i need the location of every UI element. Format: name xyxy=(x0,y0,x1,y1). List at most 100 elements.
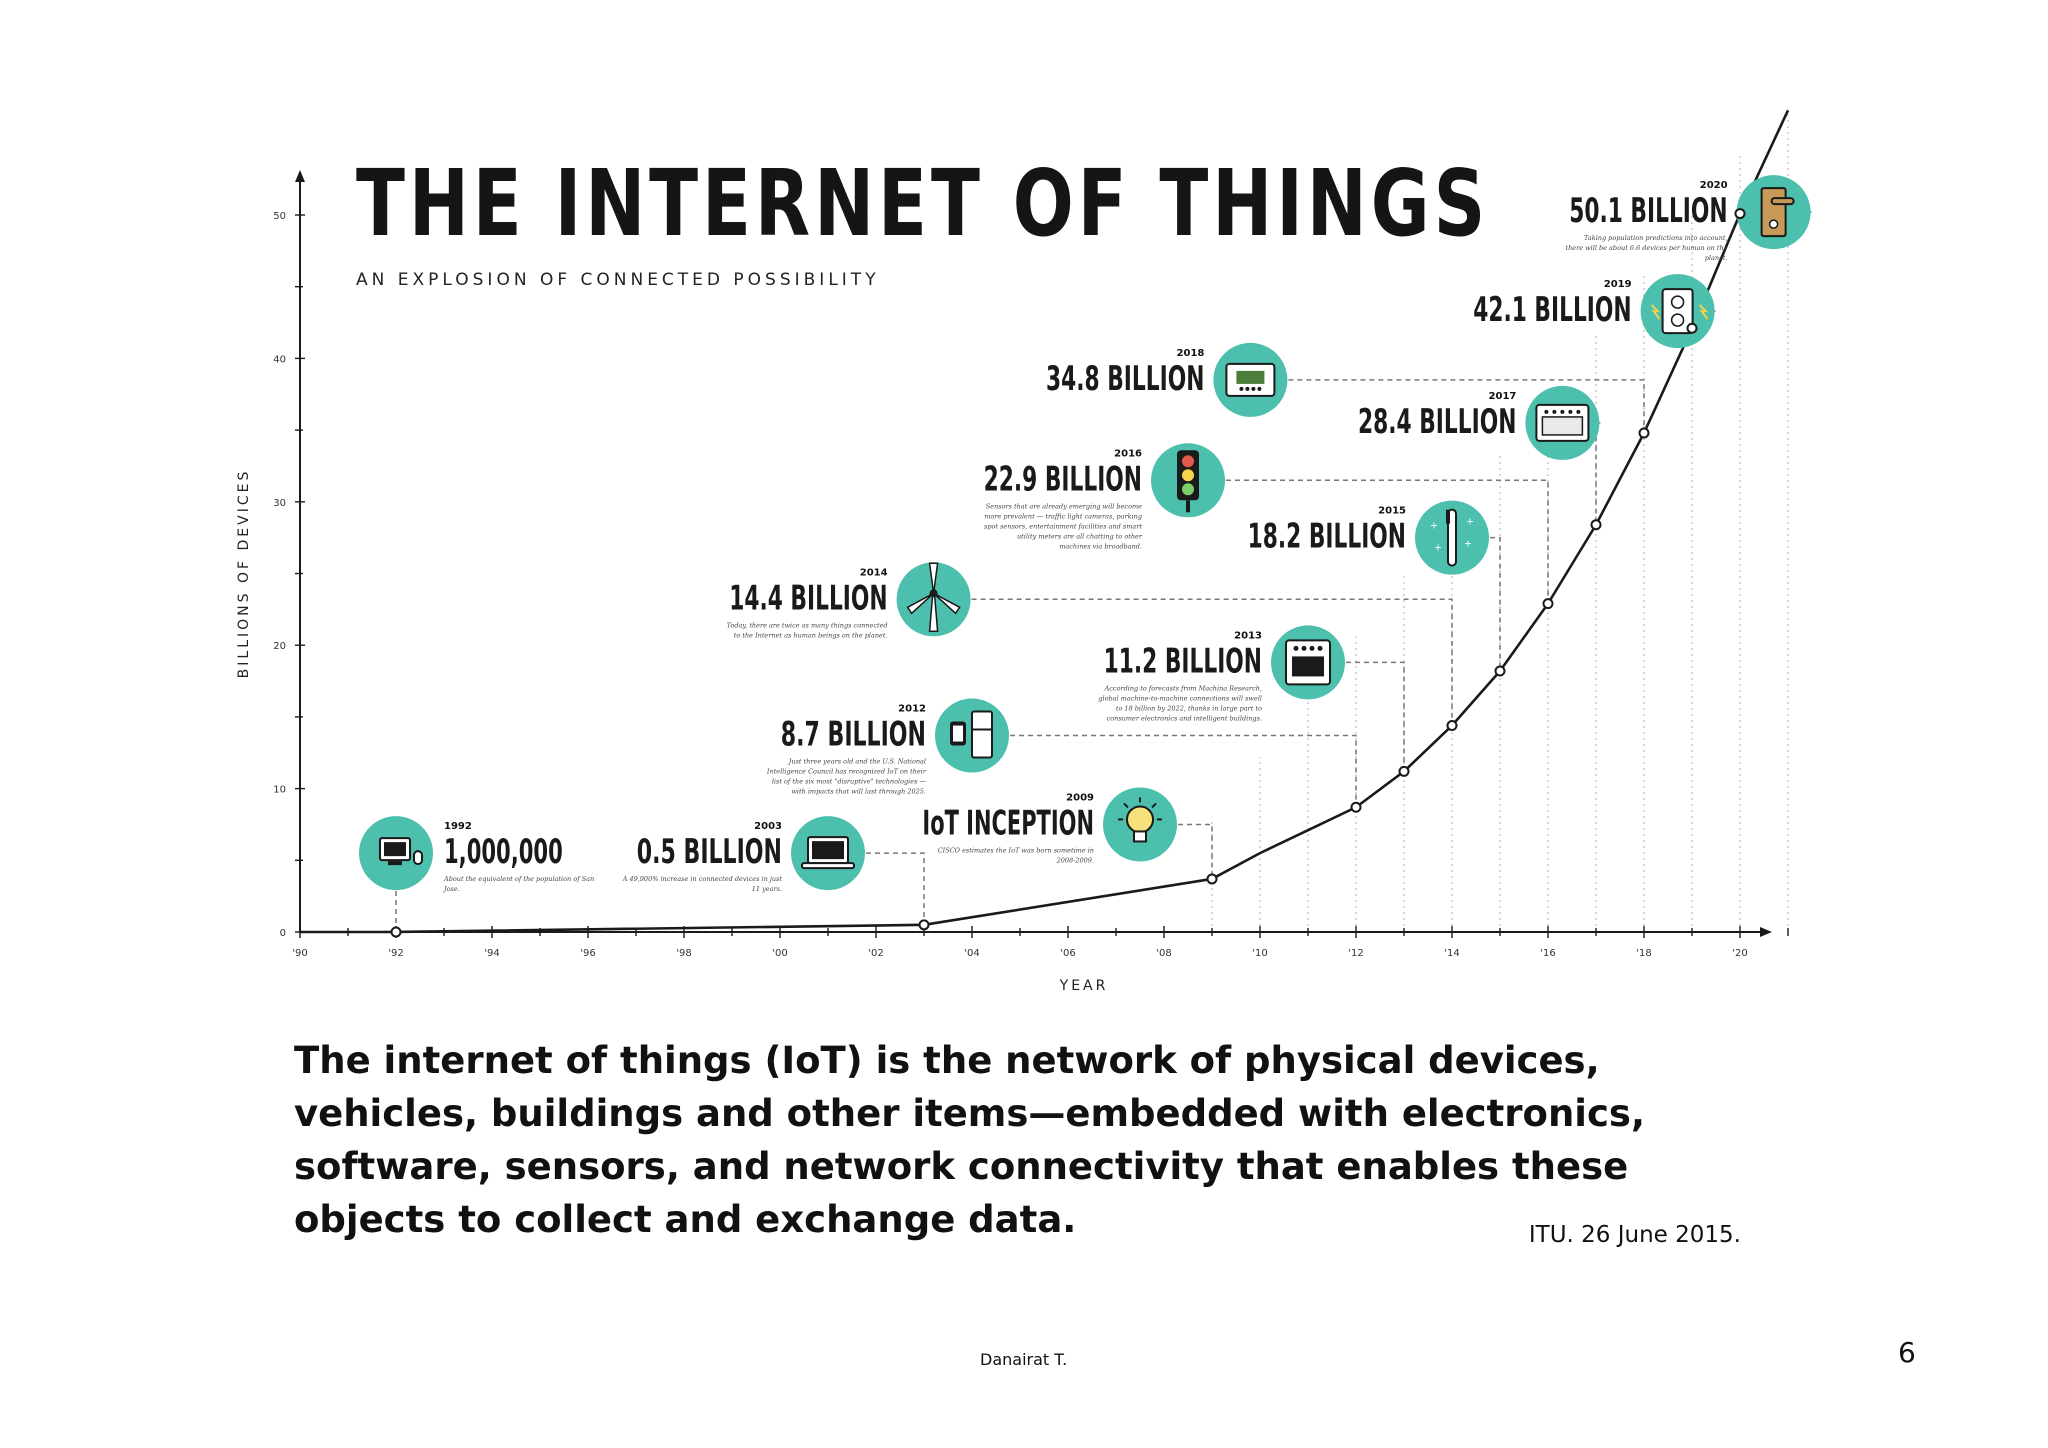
data-point xyxy=(1398,765,1410,777)
y-axis-label: BILLIONS OF DEVICES xyxy=(236,469,252,679)
leader-line xyxy=(1288,379,1645,433)
annotation-value: 8.7 BILLION xyxy=(781,715,926,755)
author-footer: Danairat T. xyxy=(980,1350,1068,1369)
oven-icon xyxy=(1271,625,1345,700)
y-tick-label: 30 xyxy=(273,498,286,509)
annotation-value: 11.2 BILLION xyxy=(1104,641,1262,681)
annotation-note: machines via broadband. xyxy=(1059,542,1142,550)
annotation-year: 2020 xyxy=(1700,180,1728,191)
laptop-icon xyxy=(791,816,865,891)
data-point xyxy=(1686,322,1698,334)
data-point xyxy=(390,926,402,938)
data-point xyxy=(1206,873,1218,885)
annotation-value: 50.1 BILLION xyxy=(1569,191,1727,231)
annotation-note: According to forecasts from Machina Rese… xyxy=(1104,684,1262,692)
leader-line xyxy=(1346,661,1405,772)
page-number: 6 xyxy=(1898,1336,1916,1369)
x-tick-label: '96 xyxy=(580,948,595,959)
x-tick-label: '90 xyxy=(292,948,307,959)
annotation-year: 2009 xyxy=(1066,792,1094,803)
x-tick-label: '02 xyxy=(868,948,883,959)
annotation-note: CISCO estimates the IoT was born sometim… xyxy=(938,846,1094,854)
x-tick-label: '00 xyxy=(772,948,787,959)
computer-icon xyxy=(359,816,433,891)
x-axis-label: YEAR xyxy=(1059,978,1109,994)
annotation-year: 2016 xyxy=(1114,448,1142,459)
annotation-note: Sensors that are already emerging will b… xyxy=(986,502,1142,510)
thermostat-icon xyxy=(1213,342,1288,417)
annotation-value: 1,000,000 xyxy=(444,832,563,872)
power-outlet-icon xyxy=(1640,274,1715,349)
x-tick-label: '08 xyxy=(1156,948,1171,959)
leader-line xyxy=(1595,422,1601,525)
annotation-note: to the Internet as human beings on the p… xyxy=(734,631,888,639)
annotation-note: Just three years old and the U.S. Nation… xyxy=(787,758,926,766)
watch-fridge-icon xyxy=(935,698,1009,773)
annotation-year: 2014 xyxy=(860,567,888,578)
annotation-year: 2019 xyxy=(1604,279,1632,290)
annotation-note: Jose. xyxy=(442,885,460,893)
annotation-note: there will be about 6.6 devices per huma… xyxy=(1565,244,1727,252)
annotation-note: A 49,900% increase in connected devices … xyxy=(622,875,783,883)
y-tick-label: 10 xyxy=(273,785,286,796)
data-point xyxy=(1494,665,1506,677)
iot-definition-caption: The internet of things (IoT) is the netw… xyxy=(294,1039,1646,1241)
x-tick-label: '94 xyxy=(484,948,499,959)
y-tick-label: 0 xyxy=(280,928,286,939)
annotation-note: Intelligence Council has recognized IoT … xyxy=(766,768,927,776)
x-tick-label: '20 xyxy=(1732,948,1747,959)
annotation-year: 2013 xyxy=(1234,630,1262,641)
x-tick-label: '06 xyxy=(1060,948,1075,959)
x-tick-label: '98 xyxy=(676,948,691,959)
svg-text:+: + xyxy=(1434,541,1441,555)
y-tick-label: 50 xyxy=(273,211,286,222)
leader-line xyxy=(1178,823,1213,879)
annotation-note: Today, there are twice as many things co… xyxy=(727,621,888,629)
leader-line xyxy=(1490,536,1501,672)
annotation-note: planet. xyxy=(1705,254,1728,262)
x-tick-label: '14 xyxy=(1444,948,1459,959)
annotation-year: 2012 xyxy=(898,704,926,715)
oven-panel-icon xyxy=(1525,385,1600,460)
wind-turbine-icon xyxy=(896,562,971,637)
toothbrush-icon: + + + + xyxy=(1415,500,1489,575)
x-tick-label: '12 xyxy=(1348,948,1363,959)
x-tick-label: '18 xyxy=(1636,948,1651,959)
annotation-note: utility meters are all chatting to other xyxy=(1017,532,1143,540)
annotation-note: with impacts that will last through 2025… xyxy=(791,788,926,796)
data-point xyxy=(918,919,930,931)
y-axis-arrow xyxy=(295,170,305,182)
x-tick-label: '16 xyxy=(1540,948,1555,959)
annotation-note: to 18 billion by 2022, thanks in large p… xyxy=(1116,704,1262,712)
x-axis-arrow xyxy=(1760,927,1772,937)
y-tick-label: 40 xyxy=(273,354,286,365)
annotation-year: 2015 xyxy=(1378,506,1406,517)
svg-text:+: + xyxy=(1464,537,1471,551)
chart-title: THE INTERNET OF THINGS xyxy=(356,150,1490,257)
y-tick-label: 20 xyxy=(273,641,286,652)
annotation-value: 0.5 BILLION xyxy=(637,832,782,872)
annotation-year: 2017 xyxy=(1489,391,1517,402)
traffic-light-icon xyxy=(1151,443,1225,518)
annotation-value: 42.1 BILLION xyxy=(1473,290,1631,330)
annotation-value: IoT INCEPTION xyxy=(922,803,1094,843)
lightbulb-icon xyxy=(1103,787,1177,862)
leader-line xyxy=(1010,734,1357,808)
annotation-year: 2018 xyxy=(1177,348,1205,359)
svg-text:+: + xyxy=(1430,519,1437,533)
annotation-note: About the equivalent of the population o… xyxy=(443,875,594,883)
annotation-value: 28.4 BILLION xyxy=(1358,402,1516,442)
annotation-year: 2003 xyxy=(754,821,782,832)
smart-lock-icon xyxy=(1736,175,1811,250)
series-line xyxy=(299,109,1790,934)
annotation-value: 34.8 BILLION xyxy=(1046,359,1204,399)
annotation-year: 1992 xyxy=(444,821,472,832)
data-point xyxy=(1734,208,1746,220)
source-citation: ITU. 26 June 2015. xyxy=(1528,1222,1741,1248)
annotation-note: list of the six most "disruptive" techno… xyxy=(772,778,927,786)
svg-text:+: + xyxy=(1466,515,1473,529)
annotation-note: Taking population predictions into accou… xyxy=(1584,234,1728,242)
annotation-note: 2008-2009. xyxy=(1056,856,1094,864)
data-point xyxy=(1590,519,1602,531)
